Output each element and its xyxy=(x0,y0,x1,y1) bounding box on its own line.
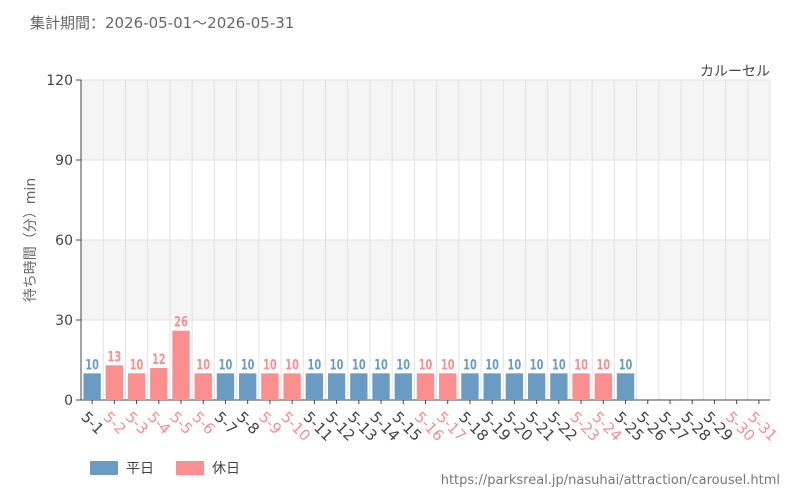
bar xyxy=(194,373,212,400)
bar xyxy=(572,373,590,400)
legend-swatch-weekday xyxy=(90,461,118,475)
legend-label-weekday: 平日 xyxy=(126,461,154,477)
bar xyxy=(150,368,168,400)
plot-band xyxy=(81,240,770,320)
y-tick-label: 60 xyxy=(55,233,73,249)
bar xyxy=(594,373,612,400)
bar xyxy=(305,373,324,400)
data-label: 10 xyxy=(485,356,499,373)
data-label: 10 xyxy=(619,356,633,373)
bar xyxy=(394,373,412,400)
bar xyxy=(439,373,457,400)
data-label: 10 xyxy=(463,356,477,373)
bar xyxy=(350,373,368,400)
bar xyxy=(416,373,435,400)
legend-swatch-holiday xyxy=(176,461,204,475)
bar xyxy=(105,365,124,400)
data-label: 10 xyxy=(374,356,388,373)
period-label: 集計期間：2026-05-01～2026-05-31 xyxy=(30,14,295,32)
bar xyxy=(550,373,568,400)
data-label: 10 xyxy=(596,356,610,373)
data-label: 13 xyxy=(108,348,122,365)
bar xyxy=(216,373,235,400)
bar xyxy=(327,373,346,400)
y-tick-label: 0 xyxy=(64,393,73,409)
data-label: 10 xyxy=(130,356,144,373)
data-label: 10 xyxy=(330,356,344,373)
data-label: 10 xyxy=(219,356,233,373)
bar xyxy=(239,373,257,400)
legend: 平日 休日 xyxy=(90,458,240,478)
bar xyxy=(616,373,635,400)
legend-item-weekday: 平日 xyxy=(90,458,154,478)
bar xyxy=(172,330,190,400)
data-label: 10 xyxy=(552,356,566,373)
data-label: 10 xyxy=(441,356,455,373)
data-label: 10 xyxy=(396,356,410,373)
source-url: https://parksreal.jp/nasuhai/attraction/… xyxy=(440,473,780,488)
data-label: 10 xyxy=(85,356,99,373)
bar xyxy=(461,373,479,400)
data-label: 10 xyxy=(419,356,433,373)
data-label: 12 xyxy=(152,351,166,368)
data-label: 10 xyxy=(530,356,544,373)
data-label: 26 xyxy=(174,313,188,330)
bar xyxy=(505,373,524,400)
bar xyxy=(283,373,301,400)
data-label: 10 xyxy=(196,356,210,373)
legend-label-holiday: 休日 xyxy=(212,461,240,477)
y-tick-label: 30 xyxy=(55,313,73,329)
data-label: 10 xyxy=(241,356,255,373)
chart-title: カルーセル xyxy=(700,64,770,80)
data-label: 10 xyxy=(285,356,299,373)
data-label: 10 xyxy=(352,356,366,373)
bar xyxy=(83,373,101,400)
bar xyxy=(527,373,546,400)
y-tick-label: 120 xyxy=(46,73,73,89)
data-label: 10 xyxy=(574,356,588,373)
data-label: 10 xyxy=(508,356,522,373)
plot-band xyxy=(81,80,770,160)
bar xyxy=(261,373,279,400)
y-tick-label: 90 xyxy=(55,153,73,169)
data-label: 10 xyxy=(263,356,277,373)
bar xyxy=(372,373,390,400)
data-label: 10 xyxy=(308,356,322,373)
bar xyxy=(483,373,501,400)
legend-item-holiday: 休日 xyxy=(176,458,240,478)
bar xyxy=(127,373,146,400)
